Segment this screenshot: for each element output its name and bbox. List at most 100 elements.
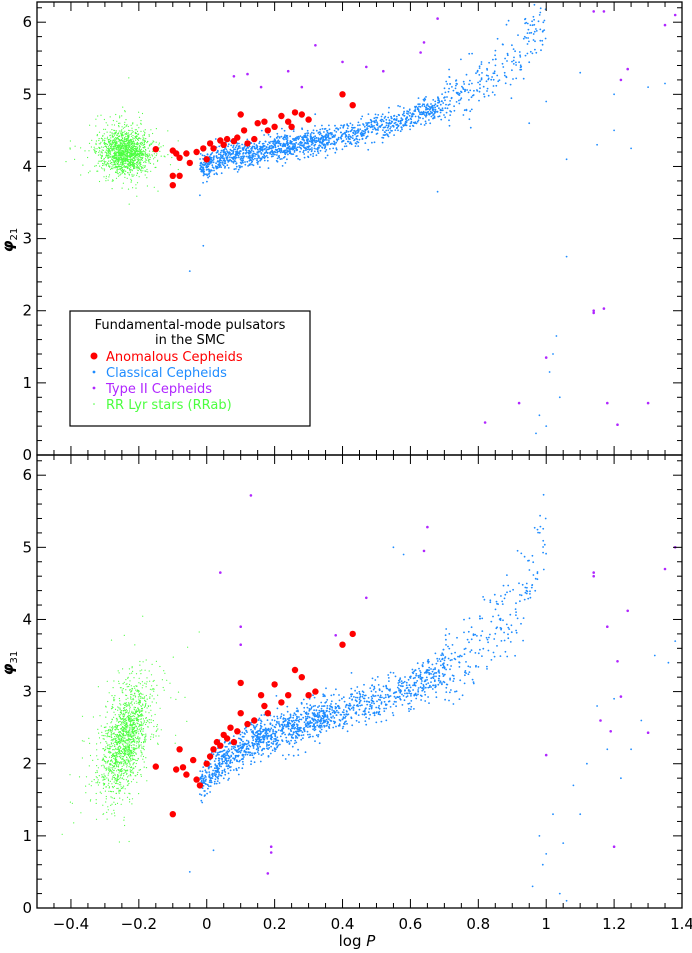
classical-cepheid-point xyxy=(203,161,205,164)
classical-cepheid-point xyxy=(316,150,319,153)
classical-cepheid-point xyxy=(266,719,269,721)
classical-cepheid-point xyxy=(238,142,240,145)
rr-lyrae-point xyxy=(111,148,113,150)
classical-cepheid-point xyxy=(211,152,214,154)
rr-lyrae-point xyxy=(148,719,150,721)
rr-lyrae-point xyxy=(132,123,134,125)
rr-lyrae-point xyxy=(127,137,130,139)
rr-lyrae-point xyxy=(125,728,127,730)
rr-lyrae-point xyxy=(127,742,129,744)
classical-cepheid-point xyxy=(525,37,528,39)
classical-cepheid-point xyxy=(242,153,244,155)
rr-lyrae-point xyxy=(122,161,124,163)
classical-cepheid-point xyxy=(251,154,254,156)
classical-cepheid-point xyxy=(216,173,219,176)
rr-lyrae-point xyxy=(113,763,116,765)
rr-lyrae-point xyxy=(99,147,101,150)
rr-lyrae-point xyxy=(125,739,127,741)
classical-cepheid-point xyxy=(188,270,191,272)
rr-lyrae-point xyxy=(121,758,123,760)
rr-lyrae-point xyxy=(126,766,128,768)
rr-lyrae-point xyxy=(127,784,129,786)
classical-cepheid-point xyxy=(289,140,292,143)
rr-lyrae-point xyxy=(124,121,126,123)
rr-lyrae-point xyxy=(127,166,129,168)
rr-lyrae-point xyxy=(130,736,132,738)
rr-lyrae-point xyxy=(137,771,139,774)
rr-lyrae-point xyxy=(124,137,126,139)
rr-lyrae-points xyxy=(61,77,200,843)
rr-lyrae-point xyxy=(123,147,125,149)
rr-lyrae-point xyxy=(141,166,143,168)
rr-lyrae-point xyxy=(114,754,116,757)
rr-lyrae-point xyxy=(123,165,125,167)
classical-cepheid-point xyxy=(519,56,522,58)
classical-cepheid-point xyxy=(417,108,420,110)
rr-lyrae-point xyxy=(118,168,120,170)
rr-lyrae-point xyxy=(144,174,146,176)
rr-lyrae-point xyxy=(116,168,118,170)
rr-lyrae-point xyxy=(127,134,129,136)
classical-cepheid-point xyxy=(479,87,481,90)
classical-cepheid-point xyxy=(664,82,666,85)
rr-lyrae-point xyxy=(96,765,98,767)
rr-lyrae-point xyxy=(69,147,71,149)
rr-lyrae-point xyxy=(119,770,121,772)
rr-lyrae-point xyxy=(137,137,139,140)
classical-cepheid-point xyxy=(423,124,426,126)
rr-lyrae-point xyxy=(144,160,146,163)
rr-lyrae-point xyxy=(138,741,140,743)
rr-lyrae-point xyxy=(147,720,149,722)
rr-lyrae-point xyxy=(125,683,127,685)
classical-cepheid-point xyxy=(321,135,324,138)
rr-lyrae-point xyxy=(151,155,154,157)
rr-lyrae-point xyxy=(111,770,113,772)
rr-lyrae-point xyxy=(96,134,98,136)
rr-lyrae-point xyxy=(132,723,134,725)
rr-lyrae-point xyxy=(119,154,121,156)
rr-lyrae-point xyxy=(118,784,120,786)
rr-lyrae-point xyxy=(139,660,141,663)
classical-cepheid-point xyxy=(314,135,317,138)
rr-lyrae-point xyxy=(132,135,134,137)
classical-cepheid-point xyxy=(326,154,329,157)
classical-cepheid-point xyxy=(515,77,518,80)
rr-lyrae-point xyxy=(125,750,127,753)
classical-cepheid-point xyxy=(276,154,278,156)
rr-lyrae-point xyxy=(144,735,147,737)
rr-lyrae-point xyxy=(135,718,138,720)
rr-lyrae-point xyxy=(111,150,113,152)
rr-lyrae-point xyxy=(109,735,111,738)
rr-lyrae-point xyxy=(109,744,111,746)
rr-lyrae-point xyxy=(124,147,126,149)
rr-lyrae-point xyxy=(163,155,165,157)
classical-cepheid-point xyxy=(326,131,329,134)
rr-lyrae-point xyxy=(98,138,100,140)
rr-lyrae-point xyxy=(114,741,116,744)
classical-cepheid-point xyxy=(471,82,473,85)
rr-lyrae-point xyxy=(139,737,141,739)
rr-lyrae-point xyxy=(118,743,121,745)
classical-cepheid-point xyxy=(241,143,244,146)
rr-lyrae-point xyxy=(140,130,142,132)
rr-lyrae-point xyxy=(134,706,137,709)
rr-lyrae-point xyxy=(135,673,138,675)
classical-cepheid-point xyxy=(538,14,541,16)
rr-lyrae-point xyxy=(135,166,138,168)
rr-lyrae-point xyxy=(113,699,115,701)
rr-lyrae-point xyxy=(137,736,139,739)
rr-lyrae-point xyxy=(142,755,145,758)
classical-cepheid-point xyxy=(446,107,449,110)
rr-lyrae-point xyxy=(107,760,109,762)
rr-lyrae-point xyxy=(115,171,117,173)
classical-cepheid-point xyxy=(276,707,279,710)
classical-cepheid-point xyxy=(443,87,446,90)
rr-lyrae-point xyxy=(128,668,130,670)
rr-lyrae-point xyxy=(133,748,135,751)
classical-cepheid-point xyxy=(417,693,419,696)
rr-lyrae-point xyxy=(112,771,114,773)
rr-lyrae-point xyxy=(142,170,144,172)
rr-lyrae-point xyxy=(128,766,130,768)
rr-lyrae-point xyxy=(140,143,142,145)
